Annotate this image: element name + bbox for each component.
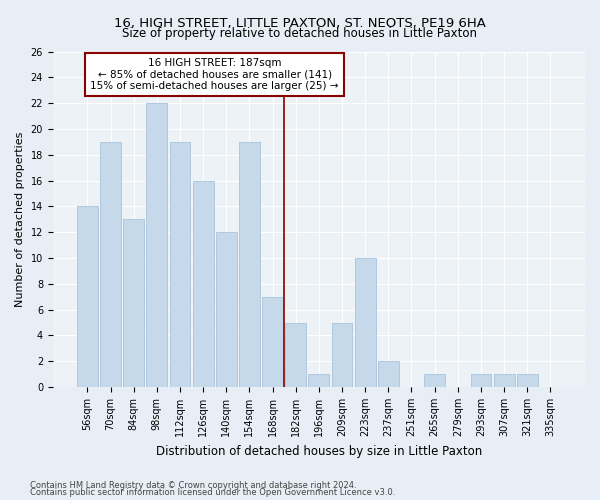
Text: 16 HIGH STREET: 187sqm
← 85% of detached houses are smaller (141)
15% of semi-de: 16 HIGH STREET: 187sqm ← 85% of detached…: [91, 58, 339, 91]
Bar: [355, 258, 376, 387]
Bar: [123, 220, 144, 387]
Bar: [239, 142, 260, 387]
Text: Contains public sector information licensed under the Open Government Licence v3: Contains public sector information licen…: [30, 488, 395, 497]
Bar: [517, 374, 538, 387]
Bar: [77, 206, 98, 387]
Text: Contains HM Land Registry data © Crown copyright and database right 2024.: Contains HM Land Registry data © Crown c…: [30, 480, 356, 490]
Bar: [193, 180, 214, 387]
Bar: [494, 374, 515, 387]
Bar: [470, 374, 491, 387]
Bar: [216, 232, 237, 387]
Bar: [308, 374, 329, 387]
Bar: [424, 374, 445, 387]
Bar: [262, 296, 283, 387]
Bar: [286, 322, 306, 387]
Bar: [146, 103, 167, 387]
Bar: [170, 142, 190, 387]
Bar: [378, 362, 399, 387]
Y-axis label: Number of detached properties: Number of detached properties: [15, 132, 25, 307]
Text: 16, HIGH STREET, LITTLE PAXTON, ST. NEOTS, PE19 6HA: 16, HIGH STREET, LITTLE PAXTON, ST. NEOT…: [114, 18, 486, 30]
X-axis label: Distribution of detached houses by size in Little Paxton: Distribution of detached houses by size …: [156, 444, 482, 458]
Text: Size of property relative to detached houses in Little Paxton: Size of property relative to detached ho…: [122, 28, 478, 40]
Bar: [332, 322, 352, 387]
Bar: [100, 142, 121, 387]
